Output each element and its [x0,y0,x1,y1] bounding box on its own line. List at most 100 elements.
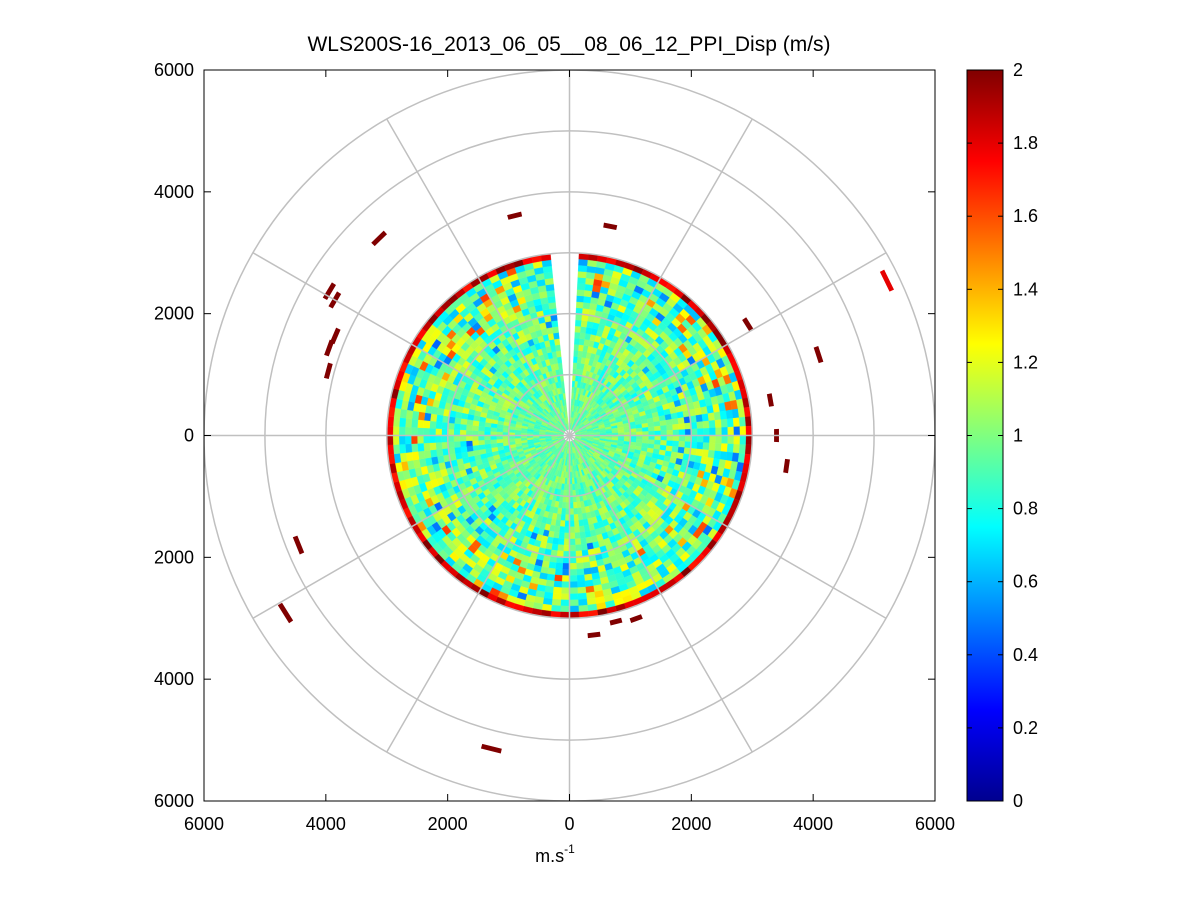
scan-cell [460,446,468,453]
scan-cell [569,538,576,546]
outlier-gate [507,211,523,220]
scan-cell [577,265,588,273]
scan-cell [697,435,704,443]
scan-cell [696,442,704,450]
scan-cell [653,421,661,427]
colorbar-tick-label: 0.8 [1013,499,1038,519]
scan-cell [701,449,710,458]
scan-cell [560,514,566,521]
scan-cell [496,438,504,444]
scan-cell [556,356,563,364]
scan-cell [733,426,741,436]
scan-cell [508,438,516,443]
scan-cell [554,338,561,346]
scan-cell [660,440,667,446]
scan-cell [576,507,583,515]
scan-cell [574,325,582,333]
scan-cell [562,550,570,558]
scan-cell [429,428,436,436]
scan-cell [611,430,619,434]
scan-cell [548,302,557,310]
scan-cell [577,598,588,606]
outlier-gate [783,458,790,474]
scan-cell [574,538,582,546]
scan-cell [557,362,563,370]
scan-cell [569,611,580,619]
scan-cell [429,420,437,429]
scan-cell [484,439,491,445]
scan-cell [551,320,559,328]
scan-cell [569,599,579,607]
scan-cell [557,538,565,546]
scan-cell [577,513,584,521]
scan-cell [547,295,556,304]
colorbar-tick-label: 1 [1013,426,1023,446]
outlier-gate [629,614,643,623]
scan-cell [546,573,556,582]
scan-cell [569,532,576,540]
scan-cell [583,573,593,582]
scan-cell [562,569,570,576]
scan-cell [459,423,467,431]
scan-cell [578,525,585,533]
scan-cell [672,429,680,436]
scan-cell [423,420,431,429]
colorbar-tick-label: 0.4 [1013,645,1038,665]
scan-cell [392,426,400,436]
colorbar: 0 0.2 0.4 0.6 0.8 1 1.2 1.4 1.6 1.8 2 [966,60,1038,811]
scan-cell [745,425,753,436]
scan-cell [648,439,655,445]
outlier-gate [603,222,618,230]
scan-cell [405,418,413,428]
colorbar-tick-label: 0.2 [1013,718,1038,738]
scan-cell [557,544,564,552]
scan-cell [678,423,686,430]
scan-cell [703,435,710,443]
scan-cell [582,561,591,569]
scan-cell [709,427,716,436]
x-tick-label: 2000 [671,814,711,834]
scan-cell [576,562,584,570]
scan-cell [555,350,562,358]
scan-cell [573,514,579,521]
scan-cell [580,320,588,328]
scan-cell [465,424,473,431]
colorbar-tick-label: 0.6 [1013,572,1038,592]
scan-cell [671,418,679,425]
colorbar-tick-label: 1.6 [1013,206,1038,226]
scan-cell [569,557,577,564]
scan-cell [429,413,438,422]
scan-cell [654,425,661,432]
scan-cell [571,477,575,485]
scan-cell [577,586,587,594]
scan-cell [582,302,591,310]
scan-cell [576,295,585,303]
scan-cell [555,562,563,570]
scan-cell [580,543,588,551]
scan-cell [490,439,497,444]
scan-cell [429,449,438,458]
scan-cell [423,412,432,422]
scan-cell [726,418,734,428]
colorbar-tick-label: 1.2 [1013,352,1038,372]
y-tick-label: 2000 [154,547,194,567]
scan-cell [664,413,672,421]
scan-cell [707,412,716,422]
scan-cell [435,435,442,443]
scan-cell [641,422,649,429]
scan-cell [648,426,655,432]
scan-cell [738,444,747,455]
scan-cell [709,435,716,444]
scan-cell [435,428,442,436]
scan-cell [569,550,577,558]
scan-cell [472,440,479,446]
scan-cell [726,443,734,453]
scan-cell [708,420,716,429]
scan-cell [576,301,584,309]
scan-cell [721,435,729,444]
scan-cell [478,425,485,432]
scan-cell [672,440,680,448]
scan-cell [569,587,578,595]
scan-cell [745,435,753,446]
